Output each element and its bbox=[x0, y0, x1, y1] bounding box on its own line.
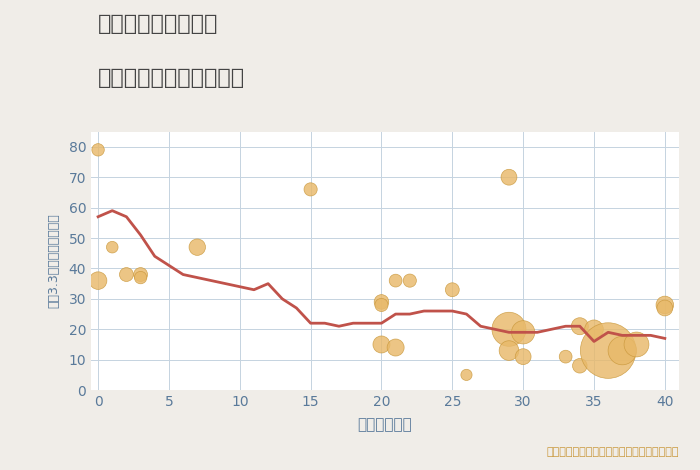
Point bbox=[574, 362, 585, 369]
Point bbox=[517, 353, 528, 360]
Point bbox=[92, 277, 104, 284]
Point bbox=[503, 326, 514, 333]
Point bbox=[617, 347, 628, 354]
Point bbox=[135, 271, 146, 278]
Point bbox=[92, 146, 104, 154]
Point bbox=[659, 304, 671, 312]
Point bbox=[376, 341, 387, 348]
Point bbox=[390, 344, 401, 351]
Point bbox=[659, 301, 671, 309]
Point bbox=[390, 277, 401, 284]
Point bbox=[135, 274, 146, 282]
Point bbox=[589, 326, 600, 333]
Point bbox=[376, 301, 387, 309]
Point bbox=[574, 322, 585, 330]
Point bbox=[305, 186, 316, 193]
Y-axis label: 坪（3.3㎡）単価（万円）: 坪（3.3㎡）単価（万円） bbox=[47, 213, 60, 308]
Text: 福岡県朝倉市牛木の: 福岡県朝倉市牛木の bbox=[98, 14, 218, 34]
Point bbox=[106, 243, 118, 251]
Text: 円の大きさは、取引のあった物件面積を示す: 円の大きさは、取引のあった物件面積を示す bbox=[547, 447, 679, 457]
Point bbox=[376, 298, 387, 306]
Point bbox=[461, 371, 472, 379]
Text: 築年数別中古戸建て価格: 築年数別中古戸建て価格 bbox=[98, 68, 245, 88]
Point bbox=[560, 353, 571, 360]
Point bbox=[192, 243, 203, 251]
Point bbox=[631, 341, 642, 348]
Point bbox=[447, 286, 458, 293]
Point bbox=[503, 347, 514, 354]
Point bbox=[121, 271, 132, 278]
Point bbox=[603, 347, 614, 354]
Point bbox=[503, 173, 514, 181]
Point bbox=[517, 329, 528, 336]
X-axis label: 築年数（年）: 築年数（年） bbox=[358, 417, 412, 432]
Point bbox=[404, 277, 415, 284]
